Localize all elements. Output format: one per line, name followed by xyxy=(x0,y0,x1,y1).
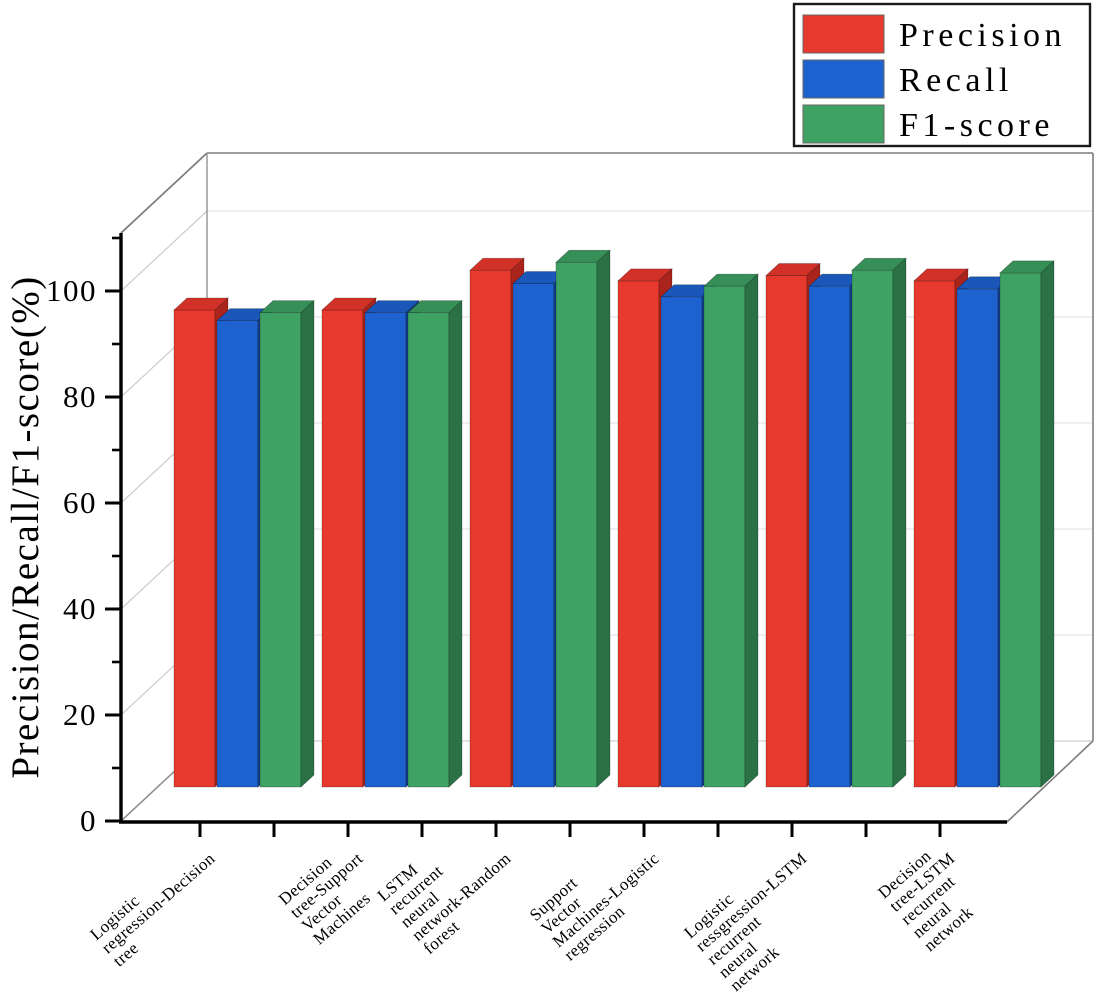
bar-f1-score-group2 xyxy=(406,299,464,788)
bar-front-face xyxy=(703,285,746,788)
legend-label-f1-score: F1-score xyxy=(899,107,1054,144)
bar-side-face xyxy=(300,299,315,788)
bar-front-face xyxy=(407,312,450,788)
x-category-label-4: SupportVectorMachines-Logisticregression xyxy=(526,822,674,964)
top-left-edge xyxy=(120,152,208,234)
bar-front-face xyxy=(999,272,1042,788)
bar-front-face xyxy=(808,285,851,788)
bar-f1-score-group1 xyxy=(258,299,316,788)
bar-side-face xyxy=(892,257,907,788)
y-tick-label: 60 xyxy=(63,485,97,520)
bar-front-face xyxy=(512,283,555,788)
bar-front-face xyxy=(913,280,956,788)
floor-right-edge xyxy=(1006,740,1094,823)
x-category-label-5: Logisticressgression-LSTMrecurrentneural… xyxy=(680,835,845,995)
legend-label-precision: Precision xyxy=(899,17,1066,54)
bar-front-face xyxy=(469,269,512,788)
bar-side-face xyxy=(1040,259,1055,788)
bar-side-face xyxy=(448,299,463,788)
bar-front-face xyxy=(617,280,660,788)
bar-f1-score-group5 xyxy=(850,257,908,788)
legend-swatch-f1-score xyxy=(802,104,885,144)
legend-swatch-recall xyxy=(802,59,885,99)
y-tick-label: 100 xyxy=(46,273,97,308)
bar-front-face xyxy=(216,320,259,788)
bar-front-face xyxy=(364,312,407,788)
legend: Precision Recall F1-score xyxy=(792,2,1092,148)
bar-front-face xyxy=(259,312,302,788)
bar-front-face xyxy=(321,309,364,788)
bar-side-face xyxy=(596,249,611,788)
bar-f1-score-group6 xyxy=(998,259,1056,788)
x-category-label-1: Logisticregression-Decisiontree xyxy=(86,835,230,970)
x-category-label-6: Decisiontree-LSTMrecurrentneuralnetwork xyxy=(874,835,993,955)
bar-front-face xyxy=(173,309,216,788)
y-tick-labels: 0 20 40 60 80 100 xyxy=(46,273,97,838)
legend-label-recall: Recall xyxy=(899,62,1013,99)
y-tick-label: 40 xyxy=(63,591,97,626)
bar-side-face xyxy=(744,273,759,788)
x-category-label-2: Decisiontree-SupportVectorMachines xyxy=(275,835,390,948)
gridline-left-wall xyxy=(120,210,208,292)
y-tick-label: 80 xyxy=(63,379,97,414)
bars xyxy=(172,249,1056,788)
bar-front-face xyxy=(765,275,808,788)
bar-front-face xyxy=(660,296,703,788)
y-tick-label: 0 xyxy=(80,803,97,838)
legend-swatch-precision xyxy=(802,14,885,54)
bar-f1-score-group4 xyxy=(702,273,760,788)
bar-front-face xyxy=(851,269,894,788)
y-tick-label: 20 xyxy=(63,697,97,732)
x-category-labels: Logisticregression-Decisiontree Decisiont… xyxy=(86,809,993,995)
bar-f1-score-group3 xyxy=(554,249,612,788)
x-category-label-3: LSTMrecurrentneuralnetwork-Randomforest xyxy=(374,809,526,958)
y-axis-title: Precision/Recall/F1-score(%) xyxy=(4,275,47,778)
bar-front-face xyxy=(956,288,999,788)
bar-front-face xyxy=(555,261,598,788)
